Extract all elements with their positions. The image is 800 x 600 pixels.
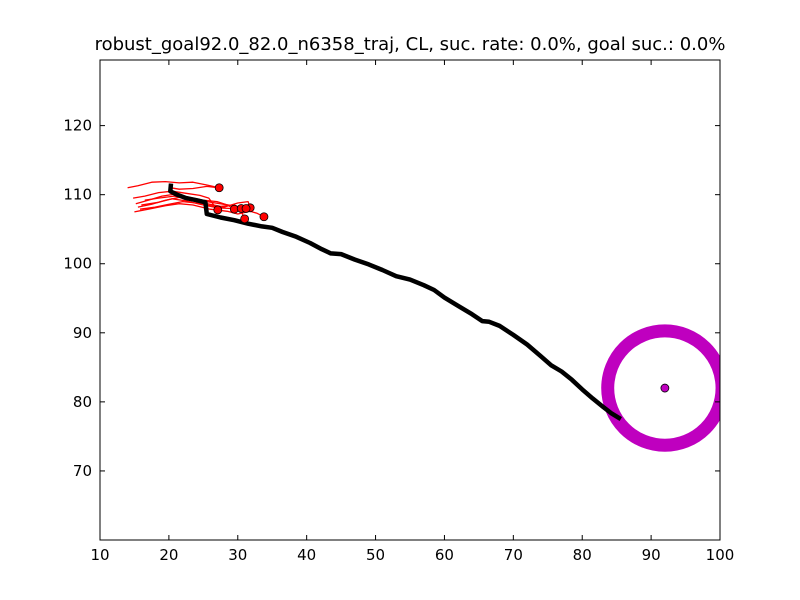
y-tick-label: 90	[73, 324, 92, 342]
plot-data-layer	[127, 180, 720, 452]
rollout-line-2	[127, 180, 220, 189]
x-tick-label: 80	[573, 546, 592, 564]
rollout-endpoint-2	[213, 205, 223, 215]
x-tick-label: 90	[642, 546, 661, 564]
x-tick-label: 10	[90, 546, 109, 564]
x-tick-label: 30	[228, 546, 247, 564]
y-tick-label: 70	[73, 462, 92, 480]
main-trajectory-line	[168, 183, 622, 422]
y-tick-label: 80	[73, 393, 92, 411]
rollout-line-8	[134, 203, 265, 218]
axes-frame	[99, 59, 721, 541]
y-tick-label: 110	[63, 186, 92, 204]
x-tick-label: 100	[706, 546, 735, 564]
y-tick-label: 120	[63, 117, 92, 135]
rollout-endpoint-7	[259, 212, 269, 222]
x-tick-label: 60	[435, 546, 454, 564]
goal-point	[660, 383, 670, 393]
x-tick-label: 20	[159, 546, 178, 564]
goal-region-ring	[601, 324, 720, 452]
chart-title: robust_goal92.0_82.0_n6358_traj, CL, suc…	[94, 34, 726, 55]
x-tick-label: 70	[504, 546, 523, 564]
x-tick-label: 40	[297, 546, 316, 564]
x-tick-label: 50	[366, 546, 385, 564]
axis-ticks: 10 20 30 40 50 60 70 80 90 100 70 80 90 100 110 120	[63, 60, 734, 564]
rollout-line-1	[170, 185, 220, 190]
y-tick-label: 100	[63, 255, 92, 273]
rollout-endpoint-8	[241, 204, 251, 213]
rollout-endpoint-6	[240, 214, 250, 224]
rollout-endpoint-1	[214, 183, 224, 193]
